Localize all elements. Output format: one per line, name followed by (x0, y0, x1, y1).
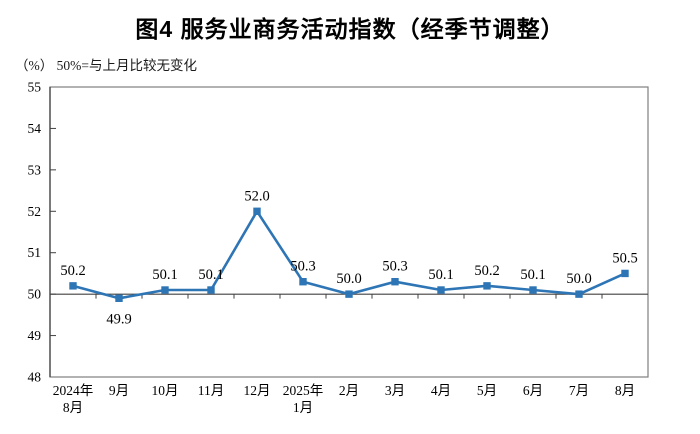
chart-title: 图4 服务业商务活动指数（经季节调整） (135, 16, 565, 42)
data-point-label: 50.2 (60, 263, 85, 279)
y-axis-label: 48 (28, 370, 42, 385)
y-axis-label: 51 (28, 245, 42, 260)
data-point-label: 50.1 (520, 267, 545, 283)
data-point-marker (621, 269, 629, 278)
data-point-marker (437, 286, 445, 294)
data-point-label: 50.1 (428, 267, 453, 283)
data-point-marker (575, 290, 583, 298)
y-axis-label: 55 (28, 80, 42, 95)
x-axis-label: 8月 (615, 383, 635, 398)
x-axis-label: 9月 (109, 383, 129, 398)
x-axis-label: 1月 (293, 400, 313, 415)
data-point-marker (115, 294, 123, 302)
y-axis-label: 50 (28, 287, 42, 302)
data-point-label: 50.3 (290, 259, 315, 275)
data-point-label: 52.0 (244, 188, 269, 204)
data-point-label: 50.3 (382, 259, 407, 275)
data-point-marker (345, 290, 353, 298)
x-axis-label: 8月 (63, 400, 83, 415)
data-point-marker (207, 286, 215, 294)
data-point-label: 50.1 (198, 267, 223, 283)
data-point-label: 49.9 (106, 311, 131, 327)
x-axis-label: 2月 (339, 383, 359, 398)
data-point-marker (299, 278, 307, 286)
data-point-label: 50.5 (612, 250, 637, 266)
data-point-marker (161, 286, 169, 294)
x-axis-label: 3月 (385, 383, 405, 398)
y-axis-label: 54 (28, 121, 42, 136)
data-point-label: 50.2 (474, 263, 499, 279)
x-axis-label: 5月 (477, 383, 497, 398)
data-point-marker (483, 282, 491, 290)
data-point-label: 50.0 (566, 271, 591, 287)
axis-unit-note: （%） 50%=与上月比较无变化 (15, 58, 197, 73)
data-point-marker (529, 286, 537, 294)
x-axis-label: 10月 (152, 383, 179, 398)
data-point-marker (69, 282, 77, 290)
x-axis-label: 11月 (198, 383, 225, 398)
x-axis-label: 4月 (431, 383, 451, 398)
y-axis-label: 53 (28, 162, 42, 177)
data-point-marker (391, 278, 399, 286)
plot-border (49, 86, 649, 378)
data-point-label: 50.0 (336, 271, 361, 287)
data-point-label: 50.1 (152, 267, 177, 283)
x-axis-label: 7月 (569, 383, 589, 398)
x-axis-label: 2025年 (283, 383, 324, 398)
data-point-marker (253, 207, 261, 215)
y-axis-label: 49 (28, 328, 42, 343)
x-axis-label: 2024年 (53, 383, 94, 398)
x-axis-label: 6月 (523, 383, 543, 398)
y-axis-label: 52 (28, 204, 42, 219)
x-axis-label: 12月 (244, 383, 271, 398)
